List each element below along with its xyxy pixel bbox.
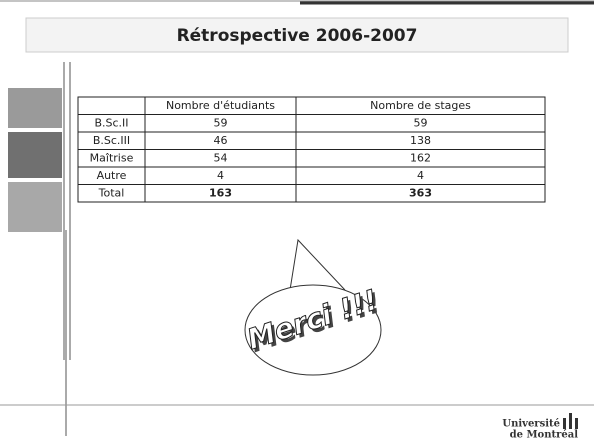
bubble-join [288,294,348,302]
photo [8,182,62,232]
table-cell: 4 [417,169,424,182]
photo-strip [8,88,62,232]
logo-bar [569,413,572,429]
header-cell: Nombre de stages [370,99,471,112]
photo [8,88,62,128]
table-cell: 163 [209,186,232,199]
title-box [25,17,569,53]
table-cell: 59 [414,116,428,129]
table-cell: 138 [410,134,431,147]
logo-line: de Montréal [510,430,579,441]
bubble [244,284,382,376]
table-cell: 363 [409,186,432,199]
title: Rétrospective 2006-2007 [177,26,418,46]
header-cell: Nombre d'étudiants [166,99,275,112]
logo-mark [563,413,578,429]
bubble-pointer [289,238,346,291]
table: Nombre d'étudiants Nombre de stages B.Sc.I… [77,96,546,203]
table-cell: Total [98,186,125,199]
table-cell: 59 [214,116,228,129]
table-cell: B.Sc.II [94,116,128,129]
table-cell: B.Sc.III [93,134,130,147]
table-cell: Autre [97,169,127,182]
photo [8,132,62,178]
table-cell: 54 [214,151,228,164]
table-cell: 46 [214,134,228,147]
logo-line: Université [502,419,560,430]
table-cell: 4 [217,169,224,182]
table-cell: Maîtrise [90,151,134,164]
logo-bar [563,418,566,429]
logo-bar [575,418,578,429]
table-cell: 162 [410,151,431,164]
